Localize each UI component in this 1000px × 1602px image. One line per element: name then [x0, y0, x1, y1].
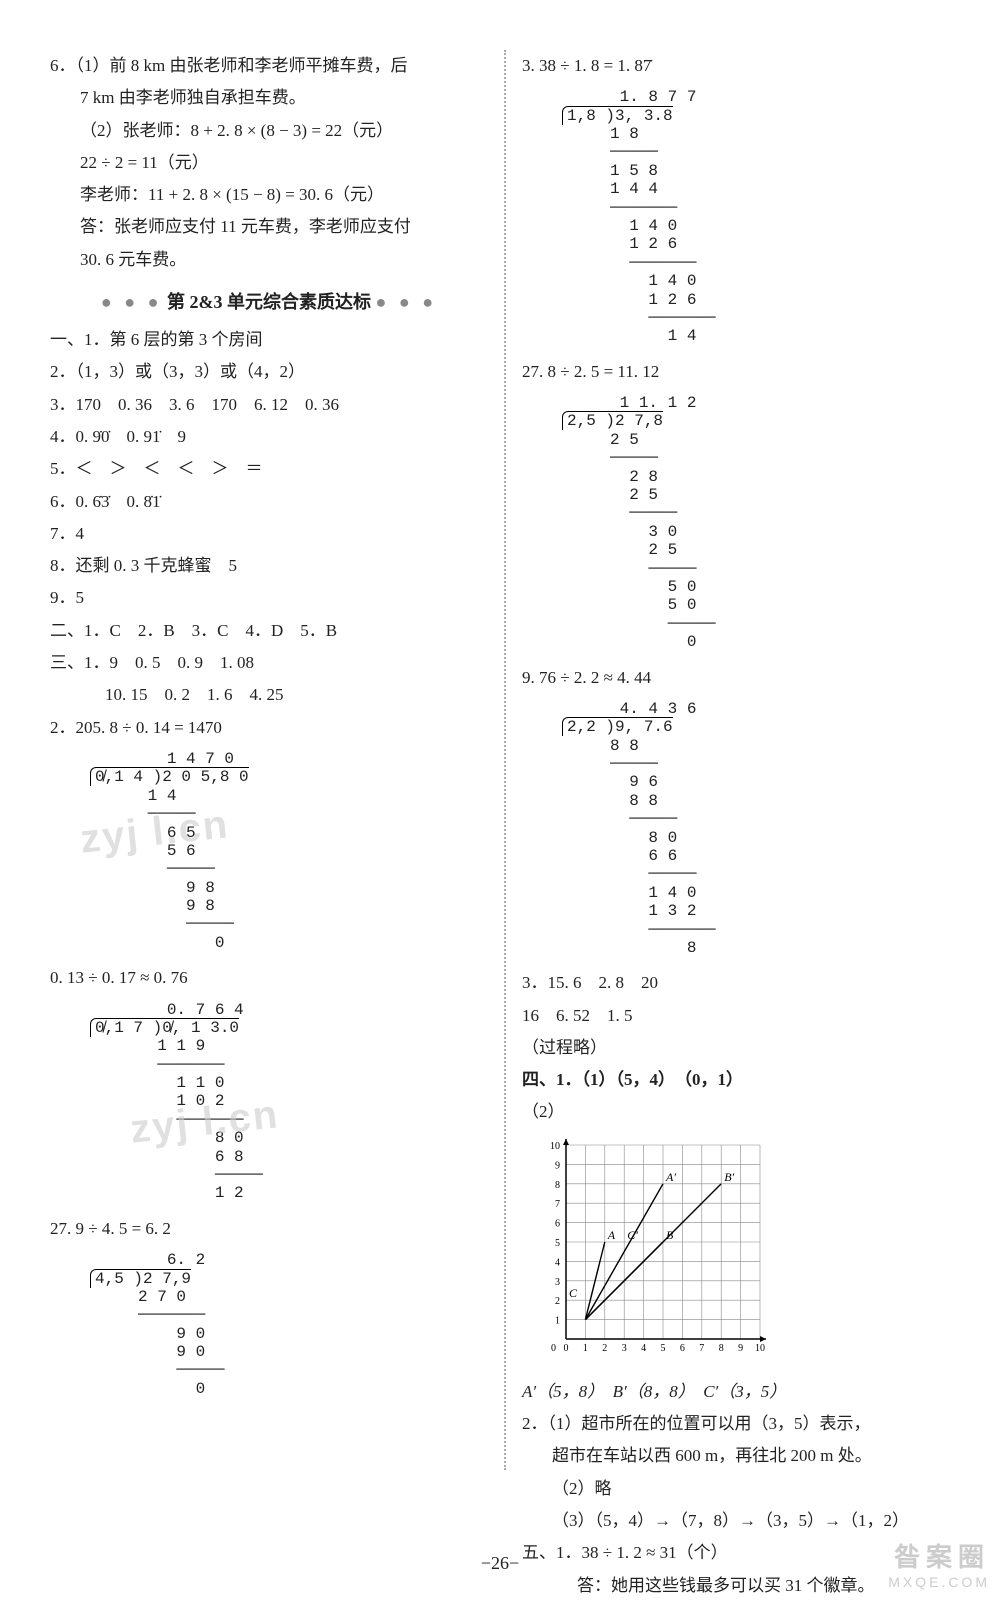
q6-l4: 22 ÷ 2 = 11（元） — [50, 147, 488, 179]
q6-l2: 7 km 由李老师独自承担车费。 — [50, 82, 488, 114]
corner-watermark: 昝案圈 MXQE.COM — [888, 1537, 990, 1590]
q2c: （2）略 — [522, 1473, 960, 1505]
q2a: 2．（1）超市所在的位置可以用（3，5）表示， — [522, 1408, 960, 1440]
svg-text:2: 2 — [602, 1343, 607, 1354]
svg-text:8: 8 — [719, 1343, 724, 1354]
dot-icon: ● ● ● — [101, 292, 163, 312]
svg-text:5: 5 — [661, 1343, 666, 1354]
ans-y5: 5．＜ ＞ ＜ ＜ ＞ ＝ — [50, 453, 488, 485]
svg-text:3: 3 — [622, 1343, 627, 1354]
long-division-3: 6. 2 4,5 )2 7,9 2 7 0 ─────── 9 0 9 0 ──… — [90, 1251, 488, 1398]
svg-text:10: 10 — [755, 1343, 765, 1354]
long-division-r1: 1. 8 7 7 1,8 )3, 3.8 1 8 ───── 1 5 8 1 4… — [562, 88, 960, 345]
svg-text:7: 7 — [555, 1199, 560, 1210]
svg-text:A′: A′ — [665, 1170, 676, 1184]
right-column: 3. 38 ÷ 1. 8 = 1. 87̇ 1. 8 7 7 1,8 )3, 3… — [522, 50, 960, 1470]
svg-text:1: 1 — [583, 1343, 588, 1354]
svg-text:9: 9 — [738, 1343, 743, 1354]
left-column: 6．（1）前 8 km 由张老师和李老师平摊车费，后 7 km 由李老师独自承担… — [50, 50, 488, 1470]
svg-text:9: 9 — [555, 1160, 560, 1171]
q6-l3: （2）张老师：8 + 2. 8 × (8 − 3) = 22（元） — [50, 115, 488, 147]
eq2: 0. 13 ÷ 0. 17 ≈ 0. 76 — [50, 962, 488, 994]
corner-a: 昝案圈 — [888, 1537, 990, 1574]
svg-text:B′: B′ — [724, 1170, 734, 1184]
svg-text:A: A — [607, 1228, 616, 1242]
svg-text:0: 0 — [551, 1343, 556, 1354]
q3c: （过程略） — [522, 1032, 960, 1064]
q6-l7: 30. 6 元车费。 — [50, 244, 488, 276]
q2b: 超市在车站以西 600 m，再往北 200 m 处。 — [522, 1440, 960, 1472]
section-title: ● ● ● 第 2&3 单元综合素质达标 ● ● ● — [50, 288, 488, 314]
page-number: −26− — [0, 1553, 1000, 1574]
q2d: （3）（5，4）→（7，8）→（3，5）→（1，2） — [522, 1505, 960, 1537]
ans-q2: 2．205. 8 ÷ 0. 14 = 1470 — [50, 712, 488, 744]
long-division-1: 1 4 7 0 0̸,1 4 )2 0 5,8 0 1 4 ───── 6 5 … — [90, 750, 488, 952]
eq3: 27. 9 ÷ 4. 5 = 6. 2 — [50, 1213, 488, 1245]
ans-y6: 6．0. 6̇3̇ 0. 8̇1̇ — [50, 486, 488, 518]
q3a: 3．15. 6 2. 8 20 — [522, 967, 960, 999]
svg-text:1: 1 — [555, 1315, 560, 1326]
ans-y7: 7．4 — [50, 518, 488, 550]
ans-y4: 4．0. 9̇0̇ 0. 91̇ 9 — [50, 421, 488, 453]
q3b: 16 6. 52 1. 5 — [522, 1000, 960, 1032]
q6-l6: 答：张老师应支付 11 元车费，李老师应支付 — [50, 211, 488, 243]
si1: 四、1．（1）（5，4） （0，1） — [522, 1064, 960, 1096]
ans-y3: 3．170 0. 36 3. 6 170 6. 12 0. 36 — [50, 389, 488, 421]
svg-text:10: 10 — [550, 1141, 560, 1152]
r-eq3: 9. 76 ÷ 2. 2 ≈ 4. 44 — [522, 662, 960, 694]
svg-text:2: 2 — [555, 1296, 560, 1307]
ans-y8: 8．还剩 0. 3 千克蜂蜜 5 — [50, 550, 488, 582]
svg-text:4: 4 — [641, 1343, 646, 1354]
corner-b: MXQE.COM — [888, 1574, 990, 1590]
ans-y9: 9．5 — [50, 582, 488, 614]
title-text: 第 2&3 单元综合素质达标 — [167, 292, 371, 312]
long-division-2: 0. 7 6 4 0̸,1 7 )0̸, 1 3.0 1 1 9 ───────… — [90, 1001, 488, 1203]
svg-text:8: 8 — [555, 1180, 560, 1191]
svg-text:C′: C′ — [627, 1228, 638, 1242]
svg-text:0: 0 — [564, 1343, 569, 1354]
r-eq2: 27. 8 ÷ 2. 5 = 11. 12 — [522, 356, 960, 388]
svg-text:B: B — [666, 1228, 674, 1242]
svg-text:6: 6 — [680, 1343, 685, 1354]
svg-text:4: 4 — [555, 1257, 560, 1268]
ans-y2: 2．（1，3）或（3，3）或（4，2） — [50, 356, 488, 388]
svg-text:3: 3 — [555, 1277, 560, 1288]
svg-text:5: 5 — [555, 1238, 560, 1249]
ans-y1: 一、1．第 6 层的第 3 个房间 — [50, 324, 488, 356]
column-divider — [504, 50, 506, 1470]
ans-er: 二、1．C 2．B 3．C 4．D 5．B — [50, 615, 488, 647]
si2-label: （2） — [522, 1102, 565, 1121]
long-division-r2: 1 1. 1 2 2,5 )2 7,8 2 5 ───── 2 8 2 5 ──… — [562, 394, 960, 651]
ans-san2: 10. 15 0. 2 1. 6 4. 25 — [50, 679, 488, 711]
coords: A′（5，8） B′（8，8） C′（3，5） — [522, 1376, 960, 1408]
svg-text:6: 6 — [555, 1218, 560, 1229]
grid-svg: 0 1 1 2 2 3 3 4 4 5 5 6 6 7 7 8 8 9 9 10 10 0 A′ B′ C′ A B C — [542, 1133, 772, 1363]
q6-l1: 6．（1）前 8 km 由张老师和李老师平摊车费，后 — [50, 50, 488, 82]
si2: （2） — [522, 1096, 960, 1128]
ans-san1: 三、1．9 0. 5 0. 9 1. 08 — [50, 647, 488, 679]
dot-icon: ● ● ● — [376, 292, 438, 312]
svg-text:7: 7 — [699, 1343, 704, 1354]
long-division-r3: 4. 4 3 6 2,2 )9, 7.6 8 8 ───── 9 6 8 8 ─… — [562, 700, 960, 957]
r-eq1: 3. 38 ÷ 1. 8 = 1. 87̇ — [522, 50, 960, 82]
svg-text:C: C — [569, 1286, 578, 1300]
q6-l5: 李老师：11 + 2. 8 × (15 − 8) = 30. 6（元） — [50, 179, 488, 211]
coordinate-grid: 0 1 1 2 2 3 3 4 4 5 5 6 6 7 7 8 8 9 9 10 10 0 A′ B′ C′ A B C — [542, 1133, 960, 1368]
